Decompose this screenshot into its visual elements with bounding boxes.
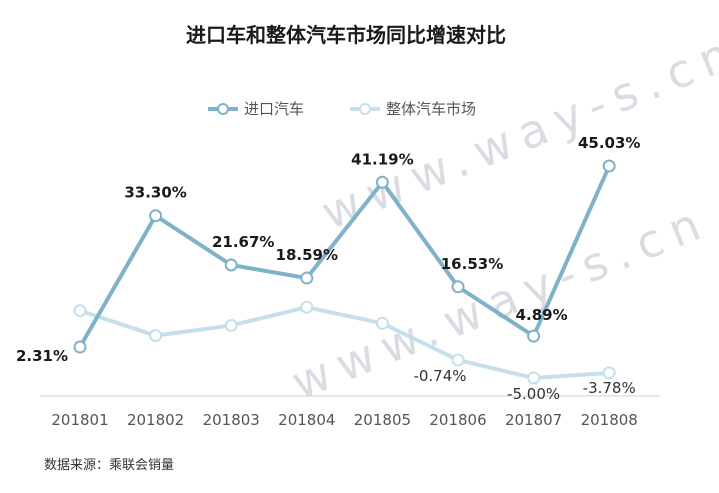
data-point-imported [149, 209, 163, 223]
x-tick-label: 201805 [354, 411, 411, 429]
data-point-imported [224, 258, 238, 272]
x-tick-label: 201803 [203, 411, 260, 429]
legend-item-imported: 进口汽车 [208, 100, 304, 118]
x-tick-label: 201804 [278, 411, 335, 429]
data-label-imported: 41.19% [351, 150, 413, 168]
x-tick-label: 201808 [581, 411, 638, 429]
chart-title: 进口车和整体汽车市场同比增速对比 [186, 23, 506, 47]
data-labels: 2.31% 33.30% 21.67%18.59% 41.19% 16.53% 4.89%… [16, 134, 640, 403]
data-label-imported: 18.59% [276, 246, 338, 264]
data-point-imported [73, 340, 87, 354]
data-point-overall [375, 316, 389, 330]
legend-marker-imported [217, 103, 229, 115]
source-note: 数据来源：乘联会销量 [44, 458, 174, 473]
data-point-overall [527, 371, 541, 385]
data-label-imported: 45.03% [578, 134, 640, 152]
data-label-imported: 16.53% [441, 255, 503, 273]
data-point-imported [375, 175, 389, 189]
x-tick-label: 201801 [51, 411, 108, 429]
watermark-upper: www.way-s.cn [314, 23, 719, 240]
data-point-imported [300, 271, 314, 285]
data-point-overall [149, 329, 163, 343]
data-label-imported: 33.30% [124, 184, 186, 202]
legend-item-overall: 整体汽车市场 [350, 100, 476, 118]
data-label-overall: -3.78% [583, 379, 636, 397]
x-tick-label: 201807 [505, 411, 562, 429]
x-axis-ticks: 201801 201802 201803 201804 201805 201806 2018… [51, 411, 637, 429]
data-point-overall [602, 366, 616, 380]
legend-label-overall: 整体汽车市场 [386, 100, 476, 118]
data-label-imported: 21.67% [212, 233, 274, 251]
data-point-imported [527, 329, 541, 343]
data-point-overall [451, 353, 465, 367]
data-point-imported [602, 159, 616, 173]
x-tick-label: 201806 [429, 411, 486, 429]
data-point-overall [224, 318, 238, 332]
data-label-imported: 4.89% [516, 306, 568, 324]
data-label-overall: -0.74% [413, 367, 466, 385]
x-tick-label: 201802 [127, 411, 184, 429]
series-line-imported [78, 165, 612, 349]
data-label-overall: -5.00% [507, 385, 560, 403]
data-label-imported: 2.31% [16, 347, 68, 365]
data-point-overall [300, 300, 314, 314]
legend-label-imported: 进口汽车 [244, 100, 304, 118]
series-group [73, 159, 616, 385]
data-point-overall [73, 304, 87, 318]
series-line-overall [79, 305, 610, 380]
data-point-imported [451, 280, 465, 294]
watermarks: www.way-s.cn www.way-s.cn [284, 23, 719, 410]
legend-marker-overall [359, 103, 371, 115]
legend: 进口汽车 整体汽车市场 [208, 100, 476, 118]
